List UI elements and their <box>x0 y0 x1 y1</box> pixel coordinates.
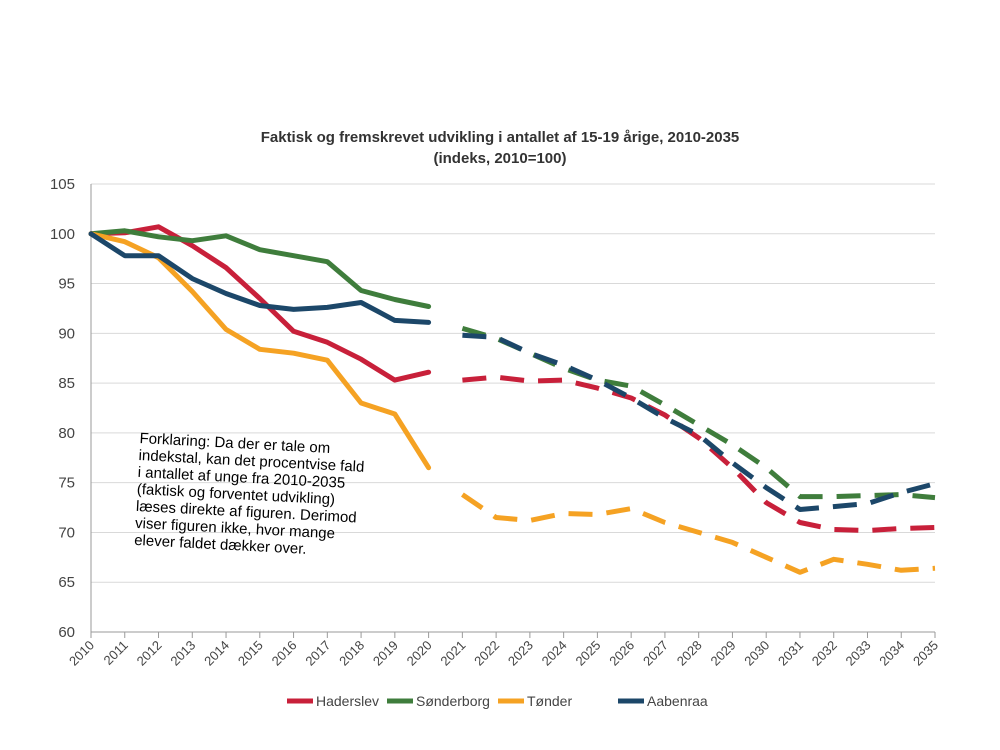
y-tick-label: 90 <box>58 325 75 342</box>
x-tick-label: 2020 <box>404 638 435 669</box>
x-tick-label: 2028 <box>674 638 705 669</box>
series-line-actual-3 <box>88 231 432 325</box>
series-line-projected-2 <box>460 492 936 575</box>
series-line-actual-0 <box>88 224 432 383</box>
legend: Haderslev Sønderborg Tønder Aabenraa <box>287 693 708 709</box>
series-line-projected-0 <box>462 374 936 533</box>
x-tick-label: 2017 <box>302 638 333 669</box>
x-tick-label: 2024 <box>539 638 570 669</box>
series-lines <box>88 224 936 575</box>
y-tick-label: 60 <box>58 624 75 641</box>
series-line-projected-3 <box>462 332 936 512</box>
chart-title: Faktisk og fremskrevet udvikling i antal… <box>261 129 740 146</box>
x-tick-labels: 2010 2011 2012 2013 2014 2015 2016 2017 2018 2019… <box>66 638 941 669</box>
x-tick-label: 2014 <box>201 638 232 669</box>
x-tick-label: 2011 <box>100 638 130 668</box>
x-tick-label: 2030 <box>741 638 772 669</box>
x-tick-label: 2029 <box>708 638 739 669</box>
legend-label: Aabenraa <box>647 693 708 709</box>
y-tick-label: 75 <box>58 475 75 492</box>
x-tick-label: 2021 <box>437 638 468 669</box>
x-tick-label: 2035 <box>910 638 941 669</box>
y-tick-label: 100 <box>50 226 75 243</box>
x-tick-label: 2010 <box>66 638 97 669</box>
y-tick-label: 70 <box>58 524 75 541</box>
x-tick-label: 2012 <box>134 638 165 669</box>
legend-label: Haderslev <box>316 693 379 709</box>
x-tick-label: 2027 <box>640 638 671 669</box>
legend-label: Sønderborg <box>416 693 490 709</box>
y-tick-label: 95 <box>58 276 75 293</box>
y-tick-label: 85 <box>58 375 75 392</box>
y-tick-label: 80 <box>58 425 75 442</box>
series-line-projected-1 <box>461 326 936 501</box>
legend-label: Tønder <box>527 693 572 709</box>
x-tick-label: 2026 <box>606 638 637 669</box>
series-line-actual-1 <box>88 228 432 309</box>
x-tick-label: 2016 <box>269 638 300 669</box>
y-tick-label: 65 <box>58 574 75 591</box>
axes <box>90 184 936 638</box>
x-tick-label: 2025 <box>572 638 603 669</box>
series-line-actual-2 <box>88 231 432 471</box>
x-tick-label: 2032 <box>809 638 840 669</box>
x-tick-label: 2015 <box>235 638 266 669</box>
explanation-note: Forklaring: Da der er tale om indekstal,… <box>134 430 410 563</box>
y-tick-labels: 60 65 70 75 80 85 90 95 100 105 <box>50 176 75 641</box>
x-tick-label: 2034 <box>876 638 907 669</box>
x-tick-label: 2022 <box>471 638 502 669</box>
x-tick-label: 2018 <box>336 638 367 669</box>
x-tick-label: 2031 <box>775 638 806 669</box>
y-tick-label: 105 <box>50 176 75 193</box>
x-tick-label: 2019 <box>370 638 401 669</box>
x-tick-label: 2013 <box>167 638 198 669</box>
x-tick-label: 2033 <box>843 638 874 669</box>
x-tick-label: 2023 <box>505 638 536 669</box>
chart-subtitle: (indeks, 2010=100) <box>433 150 566 167</box>
